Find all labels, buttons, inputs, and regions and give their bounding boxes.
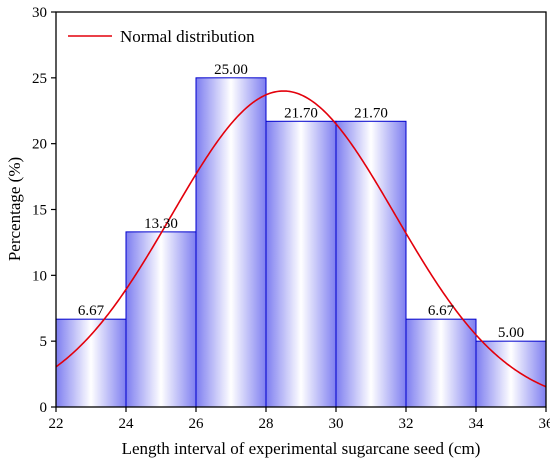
y-tick-label-4: 20 bbox=[32, 137, 47, 153]
data-label-0: 6.67 bbox=[78, 303, 105, 319]
bar-6 bbox=[475, 340, 547, 408]
data-label-5: 6.67 bbox=[428, 303, 455, 319]
legend-label: Normal distribution bbox=[120, 27, 255, 46]
bar-0 bbox=[55, 318, 127, 408]
data-label-4: 21.70 bbox=[354, 105, 388, 121]
x-tick-label-3: 28 bbox=[259, 416, 274, 432]
y-tick-label-2: 10 bbox=[32, 268, 47, 284]
bars bbox=[55, 77, 547, 408]
y-tick-label-0: 0 bbox=[40, 400, 48, 416]
y-tick-label-3: 15 bbox=[32, 203, 47, 219]
x-tick-label-0: 22 bbox=[49, 416, 64, 432]
x-tick-label-5: 32 bbox=[399, 416, 414, 432]
y-tick-label-1: 5 bbox=[40, 334, 48, 350]
bar-5 bbox=[405, 318, 477, 408]
y-tick-label-5: 25 bbox=[32, 71, 47, 87]
bar-2 bbox=[195, 77, 267, 408]
x-tick-label-7: 36 bbox=[539, 416, 550, 432]
x-tick-label-6: 34 bbox=[469, 416, 485, 432]
data-labels: 6.67 13.30 25.00 21.70 21.70 6.67 5.00 bbox=[78, 62, 524, 341]
x-axis-title: Length interval of experimental sugarcan… bbox=[122, 439, 481, 458]
bar-4 bbox=[335, 120, 407, 408]
x-tick-label-1: 24 bbox=[119, 416, 135, 432]
y-tick-label-6: 30 bbox=[32, 5, 47, 21]
normal-curve bbox=[56, 90, 546, 388]
normal-curve-layer bbox=[56, 90, 546, 388]
bar-3 bbox=[265, 120, 337, 408]
axes: 22 24 26 28 30 32 34 36 0 5 10 15 20 25 30 bbox=[32, 5, 550, 432]
x-tick-label-2: 26 bbox=[189, 416, 205, 432]
data-label-2: 25.00 bbox=[214, 62, 248, 78]
data-label-6: 5.00 bbox=[498, 325, 524, 341]
x-tick-label-4: 30 bbox=[329, 416, 344, 432]
data-label-3: 21.70 bbox=[284, 105, 318, 121]
bar-1 bbox=[125, 231, 197, 408]
legend: Normal distribution bbox=[68, 27, 255, 46]
y-axis-title: Percentage (%) bbox=[5, 157, 24, 261]
data-label-1: 13.30 bbox=[144, 216, 178, 232]
